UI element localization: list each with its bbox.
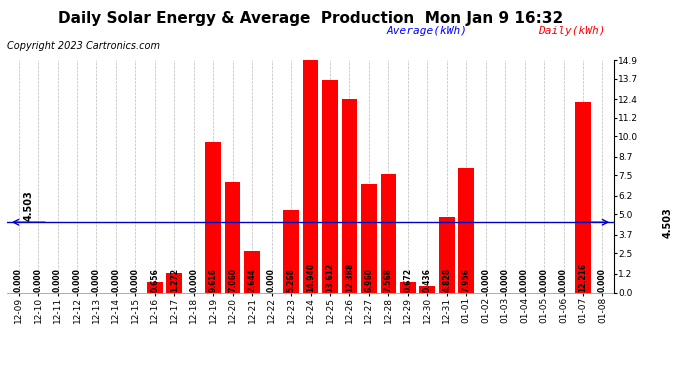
Text: 4.503: 4.503 <box>23 190 33 220</box>
Bar <box>147 282 163 292</box>
Text: 0.000: 0.000 <box>559 268 568 292</box>
Text: 7.060: 7.060 <box>228 268 237 292</box>
Text: 0.000: 0.000 <box>72 268 81 292</box>
Bar <box>342 99 357 292</box>
Text: 4.503: 4.503 <box>662 207 673 238</box>
Text: Average(kWh): Average(kWh) <box>386 26 467 36</box>
Bar <box>420 286 435 292</box>
Text: 2.644: 2.644 <box>248 268 257 292</box>
Text: 0.000: 0.000 <box>14 268 23 292</box>
Text: 7.568: 7.568 <box>384 268 393 292</box>
Text: 0.000: 0.000 <box>501 268 510 292</box>
Text: 9.616: 9.616 <box>208 268 217 292</box>
Text: 0.436: 0.436 <box>423 268 432 292</box>
Bar <box>575 102 591 292</box>
Text: Copyright 2023 Cartronics.com: Copyright 2023 Cartronics.com <box>7 41 160 51</box>
Bar <box>361 184 377 292</box>
Text: 5.268: 5.268 <box>286 268 295 292</box>
Text: Daily(kWh): Daily(kWh) <box>538 26 606 36</box>
Text: 6.960: 6.960 <box>364 268 373 292</box>
Text: 0.000: 0.000 <box>189 268 198 292</box>
Bar <box>439 217 455 292</box>
Text: 0.000: 0.000 <box>34 268 43 292</box>
Bar <box>225 182 240 292</box>
Text: 0.000: 0.000 <box>520 268 529 292</box>
Bar <box>166 273 182 292</box>
Text: 12.388: 12.388 <box>345 262 354 292</box>
Text: 12.216: 12.216 <box>578 262 587 292</box>
Text: 0.000: 0.000 <box>267 268 276 292</box>
Text: Daily Solar Energy & Average  Production  Mon Jan 9 16:32: Daily Solar Energy & Average Production … <box>58 11 563 26</box>
Bar <box>206 142 221 292</box>
Text: 14.940: 14.940 <box>306 262 315 292</box>
Text: 7.956: 7.956 <box>462 268 471 292</box>
Text: 0.000: 0.000 <box>131 268 140 292</box>
Text: 0.000: 0.000 <box>481 268 490 292</box>
Bar <box>458 168 474 292</box>
Text: 0.000: 0.000 <box>540 268 549 292</box>
Text: 0.000: 0.000 <box>92 268 101 292</box>
Text: 4.828: 4.828 <box>442 268 451 292</box>
Text: 0.000: 0.000 <box>53 268 62 292</box>
Text: 1.272: 1.272 <box>170 268 179 292</box>
Bar <box>400 282 415 292</box>
Bar <box>284 210 299 292</box>
Text: 0.000: 0.000 <box>111 268 120 292</box>
Bar <box>381 174 396 292</box>
Text: 0.656: 0.656 <box>150 268 159 292</box>
Text: 0.000: 0.000 <box>598 268 607 292</box>
Text: 13.612: 13.612 <box>326 262 335 292</box>
Bar <box>244 251 260 292</box>
Bar <box>322 80 337 292</box>
Text: 0.672: 0.672 <box>404 268 413 292</box>
Bar <box>303 59 318 292</box>
